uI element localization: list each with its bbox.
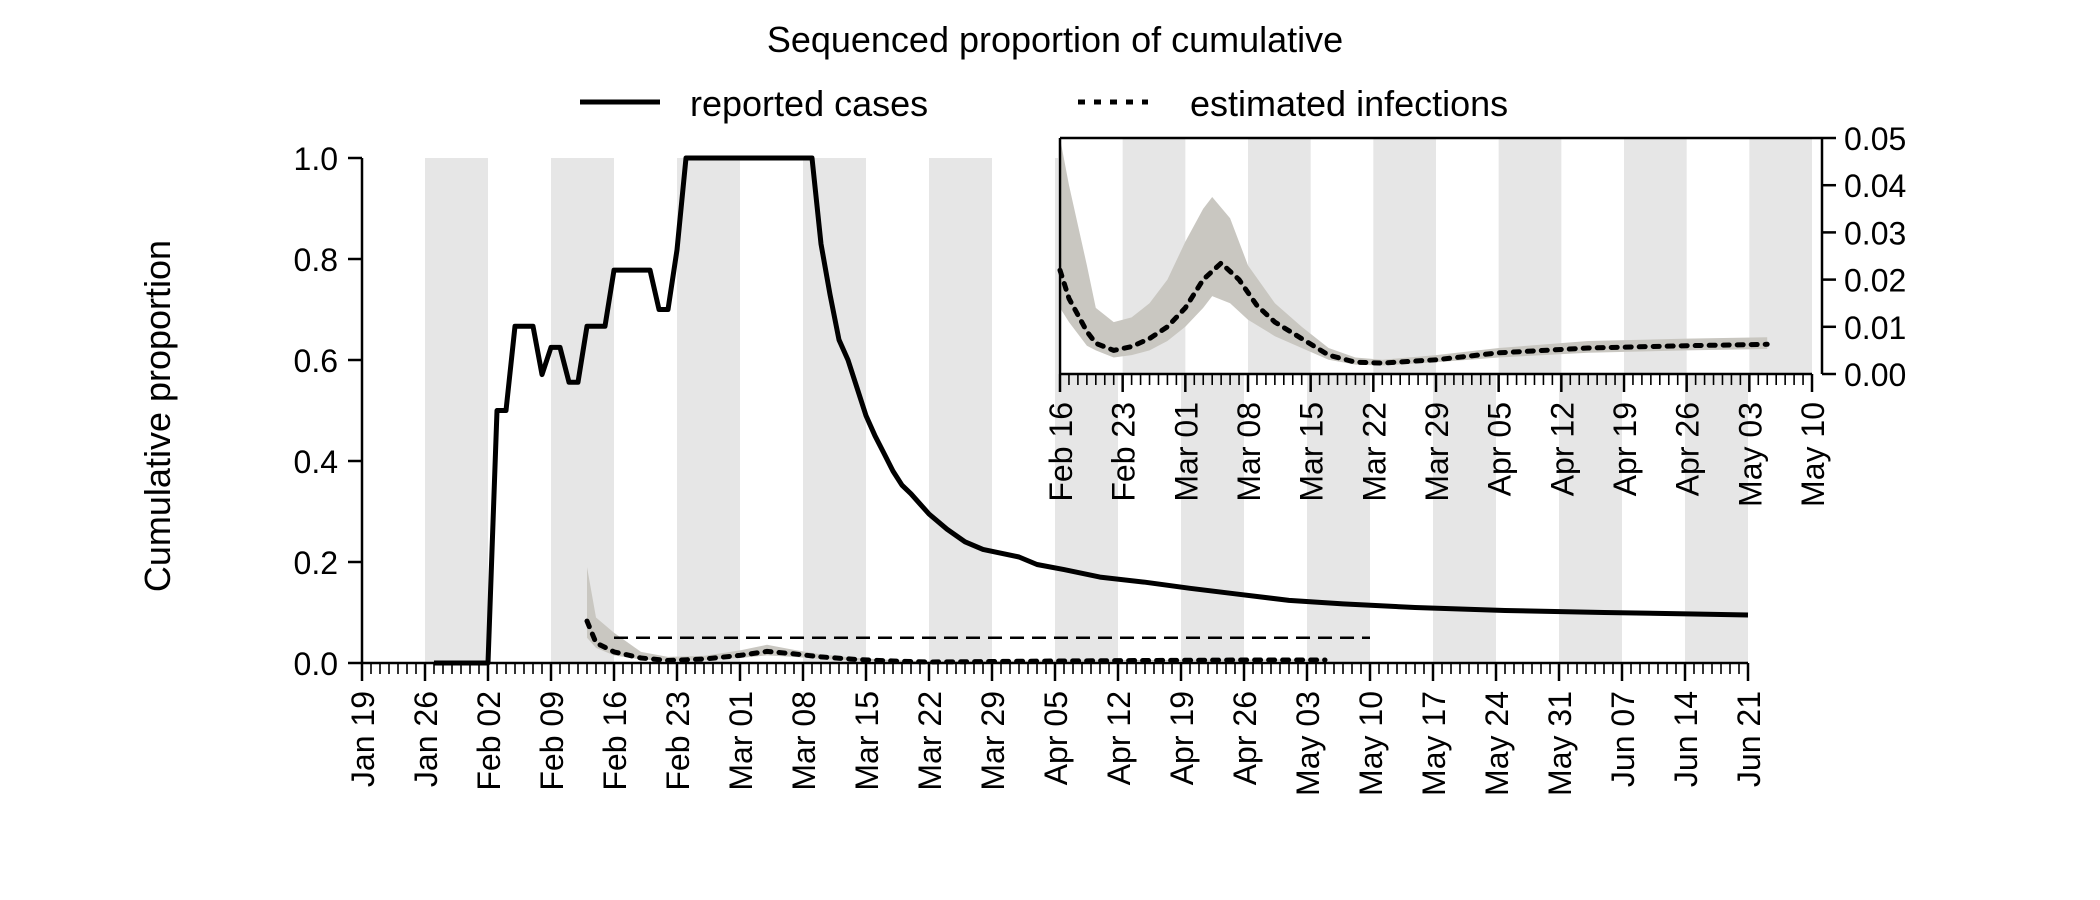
x-tick-label: Jan 19 [345,691,381,787]
y-tick-label: 0.2 [294,545,338,581]
shade-band [1624,138,1687,374]
x-tick-label: Feb 02 [471,691,507,791]
x-tick-label: May 03 [1732,402,1768,507]
x-tick-label: Feb 09 [534,691,570,791]
inset-axes: 0.00 0.01 0.02 0.03 0.04 0.05 Feb 16 Feb 23 Mar … [1043,121,1906,507]
shade-band [1498,138,1562,374]
x-tick-label: May 03 [1290,691,1326,796]
shade-band [677,158,740,663]
x-tick-label: Apr 19 [1607,402,1643,496]
y-tick-label: 0.05 [1844,121,1906,157]
series-line-estimated-infections [584,618,1328,665]
main-lines [434,155,1749,666]
x-tick-label: May 24 [1479,691,1515,796]
x-tick-label: Apr 26 [1227,691,1263,785]
chart-title: Sequenced proportion of cumulative [767,19,1343,60]
x-tick-label: Jun 14 [1668,691,1704,787]
y-tick-label: 0.04 [1844,168,1906,204]
x-tick-label: Mar 22 [1356,402,1392,502]
y-tick-label: 1.0 [294,141,338,177]
inset-ci-band [1060,138,1768,366]
series-line-reported-cases [434,155,1749,666]
x-tick-label: May 17 [1416,691,1452,796]
legend: reported cases estimated infections [580,83,1508,124]
shade-band [1749,138,1812,374]
y-tick-label: 0.4 [294,444,338,480]
inset-lines [1057,260,1770,366]
y-tick-label: 0.00 [1844,357,1906,393]
x-tick-label: Apr 19 [1164,691,1200,785]
x-tick-label: Mar 01 [723,691,759,791]
shade-band [929,158,992,663]
x-tick-label: Mar 22 [912,691,948,791]
x-tick-label: Mar 29 [1419,402,1455,502]
inset-weekly-shading [1122,138,1812,374]
shade-band [551,158,614,663]
legend-label-reported: reported cases [690,83,928,124]
shade-band [803,158,866,663]
x-tick-label: May 31 [1542,691,1578,796]
x-tick-label: Apr 12 [1101,691,1137,785]
x-tick-label: Jan 26 [408,691,444,787]
x-tick-label: Apr 05 [1482,402,1518,496]
x-tick-label: Mar 01 [1168,402,1204,502]
x-tick-label: Mar 15 [849,691,885,791]
y-tick-label: 0.02 [1844,263,1906,299]
y-tick-label: 0.0 [294,646,338,682]
shade-band [1373,138,1436,374]
legend-label-estimated: estimated infections [1190,83,1508,124]
y-axis-label: Cumulative proportion [137,240,178,592]
x-tick-label: May 10 [1795,402,1831,507]
x-tick-label: Feb 16 [1043,402,1079,502]
x-tick-label: Mar 08 [786,691,822,791]
x-tick-label: Apr 05 [1038,691,1074,785]
main-axes: 0.0 0.2 0.4 0.6 0.8 1.0 Jan 19 Jan 26 Feb 02 Feb … [294,141,1767,796]
x-tick-label: Jun 21 [1731,691,1767,787]
y-tick-label: 0.8 [294,242,338,278]
x-tick-label: May 10 [1353,691,1389,796]
x-tick-label: Apr 12 [1544,402,1580,496]
x-tick-label: Feb 16 [597,691,633,791]
ci-band-estimated-infections [1060,138,1768,366]
y-tick-label: 0.03 [1844,215,1906,251]
y-tick-label: 0.6 [294,343,338,379]
x-tick-label: Jun 07 [1605,691,1641,787]
series-line-estimated-infections [1057,260,1770,366]
x-tick-label: Feb 23 [1106,402,1142,502]
y-tick-label: 0.01 [1844,310,1906,346]
x-tick-label: Feb 23 [660,691,696,791]
x-tick-label: Apr 26 [1670,402,1706,496]
shade-band [425,158,488,663]
x-tick-label: Mar 29 [975,691,1011,791]
x-tick-label: Mar 08 [1231,402,1267,502]
x-tick-label: Mar 15 [1294,402,1330,502]
